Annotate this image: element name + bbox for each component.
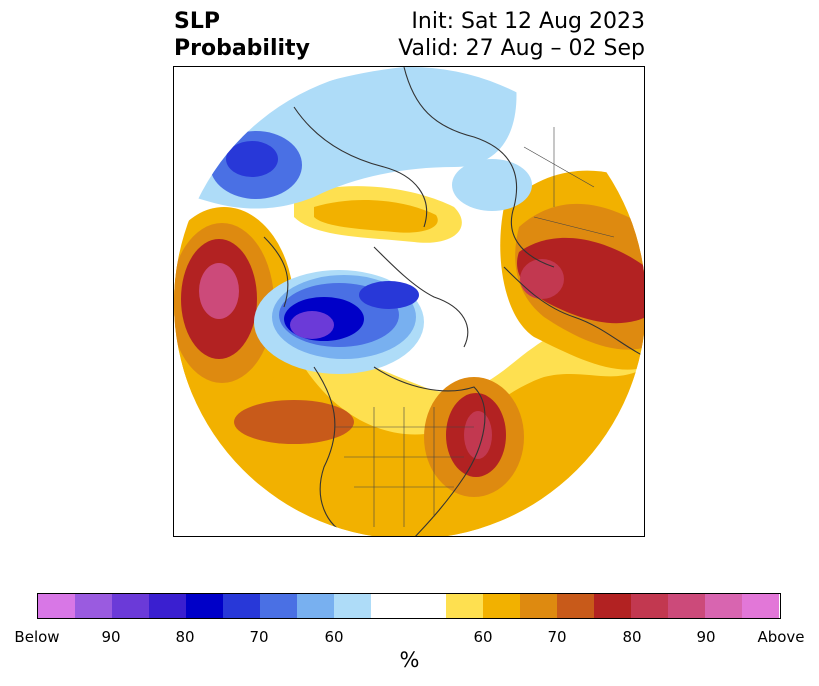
colorbar-swatch — [519, 594, 557, 618]
cool-siberia-light — [452, 159, 532, 211]
valid-range: Valid: 27 Aug – 02 Sep — [398, 36, 645, 61]
colorbar-ticks: Below 90 80 70 60 60 70 80 90 Above — [0, 628, 819, 648]
colorbar-tick-label: 90 — [101, 628, 121, 646]
warm-shade-northatl-orange — [314, 200, 438, 233]
colorbar-swatch — [186, 594, 224, 618]
colorbar-swatch — [260, 594, 298, 618]
colorbar-tick-label: 80 — [175, 628, 195, 646]
colorbar-tick-label: 70 — [249, 628, 269, 646]
cool-canada-core — [290, 311, 334, 339]
colorbar-swatch — [704, 594, 742, 618]
colorbar-tick-label: 90 — [696, 628, 716, 646]
colorbar-swatch — [75, 594, 113, 618]
title-line-1: SLP — [174, 9, 220, 34]
map-panel — [173, 66, 645, 537]
colorbar-swatch — [297, 594, 335, 618]
colorbar-swatch — [630, 594, 668, 618]
warm-pacific-core — [199, 263, 239, 319]
colorbar-tick-label: Above — [757, 628, 805, 646]
coastlines — [263, 67, 644, 536]
colorbar-tick-label: Below — [14, 628, 60, 646]
colorbar-swatch — [445, 594, 483, 618]
colorbar-tick-label: 60 — [324, 628, 344, 646]
colorbar-swatch — [667, 594, 705, 618]
colorbar-tick-label: 60 — [473, 628, 493, 646]
colorbar-swatch — [223, 594, 261, 618]
colorbar — [37, 593, 781, 619]
colorbar-swatch — [556, 594, 594, 618]
cool-canada-east — [359, 281, 419, 309]
title-line-2: Probability — [174, 36, 310, 61]
warm-shade-east-red — [517, 237, 644, 324]
colorbar-swatch — [149, 594, 187, 618]
warm-shade-south-inner — [174, 312, 644, 536]
colorbar-tick-label: 70 — [547, 628, 567, 646]
colorbar-swatch — [593, 594, 631, 618]
colorbar-swatch — [112, 594, 150, 618]
colorbar-units: % — [399, 648, 420, 672]
warm-west-orange — [234, 400, 354, 444]
colorbar-swatch — [38, 594, 76, 618]
colorbar-swatch — [482, 594, 520, 618]
warm-core-east — [520, 259, 564, 299]
map-title: SLP Probability — [174, 8, 310, 62]
colorbar-swatch — [371, 594, 446, 618]
cool-northwest-core — [226, 141, 278, 177]
colorbar-tick-label: 80 — [622, 628, 642, 646]
init-date: Init: Sat 12 Aug 2023 — [411, 9, 645, 34]
title-block-right: Init: Sat 12 Aug 2023 Valid: 27 Aug – 02… — [398, 8, 645, 62]
probability-map — [174, 67, 644, 536]
political-borders — [334, 127, 615, 527]
colorbar-swatch — [741, 594, 779, 618]
colorbar-swatch — [334, 594, 372, 618]
